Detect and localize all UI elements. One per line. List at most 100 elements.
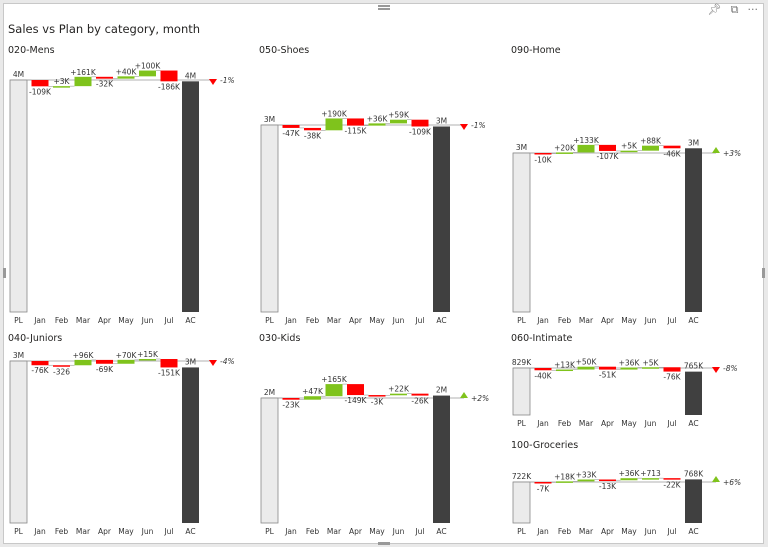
more-options-icon[interactable]: ··· (747, 3, 759, 16)
chart-title: 040-Juniors (8, 333, 62, 344)
plan-bar (260, 397, 279, 524)
delta-label: +713 (640, 469, 661, 478)
axis-tick-label: Jun (392, 527, 405, 536)
delta-label: -51K (599, 371, 617, 380)
resize-handle-left[interactable] (3, 268, 6, 278)
chart-title: 030-Kids (259, 333, 300, 344)
axis-tick-label: Jun (644, 316, 657, 325)
resize-handle-top[interactable] (378, 5, 390, 7)
axis-tick-label: May (621, 527, 637, 536)
delta-bar (599, 144, 616, 151)
visual-container[interactable] (3, 3, 764, 544)
delta-label: -13K (599, 482, 617, 491)
delta-label: -151K (158, 368, 181, 377)
actual-label: 3M (436, 116, 447, 125)
axis-tick-label: Jun (644, 419, 657, 428)
axis-tick-label: Feb (306, 316, 320, 325)
axis-tick-label: Jun (392, 316, 405, 325)
triangle-down-icon (712, 367, 720, 373)
delta-label: +36K (619, 469, 641, 478)
delta-bar (74, 359, 92, 366)
axis-tick-label: AC (185, 316, 195, 325)
plan-bar (9, 360, 28, 524)
triangle-up-icon (460, 392, 468, 398)
delta-bar (347, 118, 364, 126)
focus-mode-icon[interactable]: ⧉ (730, 3, 739, 16)
delta-bar (411, 119, 429, 127)
axis-tick-label: AC (185, 527, 195, 536)
axis-tick-label: Mar (327, 316, 342, 325)
delta-bar (390, 119, 407, 124)
actual-label: 4M (185, 71, 196, 80)
delta-label: -7K (537, 485, 550, 494)
actual-label: 3M (185, 357, 196, 366)
delta-bar (642, 478, 659, 480)
variance-label: -1% (471, 121, 486, 130)
actual-bar (433, 126, 450, 312)
axis-tick-label: Jan (536, 419, 549, 428)
delta-bar (599, 366, 616, 370)
delta-label: +20K (554, 143, 576, 152)
visual-title: Sales vs Plan by category, month (8, 22, 201, 36)
plan-bar (512, 152, 531, 313)
delta-label: -76K (663, 373, 681, 382)
pin-icon[interactable]: 📌︎ (707, 3, 722, 16)
delta-label: +100K (135, 62, 162, 71)
variance-label: -1% (220, 76, 235, 85)
axis-tick-label: PL (265, 527, 275, 536)
axis-tick-label: Feb (558, 419, 572, 428)
resize-handle-right[interactable] (762, 268, 765, 278)
delta-label: +5K (621, 142, 638, 151)
axis-tick-label: Jan (536, 527, 549, 536)
plan-bar (512, 481, 531, 524)
plan-label: 2M (264, 388, 275, 397)
delta-label: +22K (388, 385, 410, 394)
delta-bar (117, 359, 135, 364)
delta-label: +36K (367, 114, 389, 123)
axis-tick-label: Feb (55, 527, 69, 536)
actual-label: 765K (684, 362, 704, 371)
variance-label: +6% (723, 478, 741, 487)
delta-label: +13K (554, 361, 576, 370)
actual-bar (685, 371, 702, 415)
axis-tick-label: Feb (558, 316, 572, 325)
axis-tick-label: PL (14, 527, 24, 536)
axis-tick-label: AC (436, 527, 446, 536)
delta-label: +88K (640, 137, 662, 146)
triangle-down-icon (460, 124, 468, 130)
axis-tick-label: Mar (579, 316, 594, 325)
plan-label: 4M (13, 70, 24, 79)
delta-bar (347, 384, 364, 396)
delta-bar (31, 80, 49, 87)
axis-tick-label: Mar (76, 316, 91, 325)
delta-label: -186K (158, 82, 181, 91)
axis-tick-label: Jun (644, 527, 657, 536)
delta-bar (304, 127, 321, 131)
delta-label: +133K (573, 136, 600, 145)
axis-tick-label: Jul (414, 316, 424, 325)
delta-label: -69K (96, 365, 114, 374)
delta-bar (556, 481, 573, 483)
axis-tick-label: Jan (536, 316, 549, 325)
delta-label: +3K (54, 77, 71, 86)
delta-label: +70K (116, 351, 138, 360)
delta-label: +96K (73, 351, 95, 360)
axis-tick-label: May (118, 527, 134, 536)
delta-bar (325, 384, 343, 397)
axis-tick-label: PL (265, 316, 275, 325)
axis-tick-label: Mar (76, 527, 91, 536)
actual-bar (685, 148, 702, 312)
delta-label: -115K (345, 127, 368, 136)
resize-handle-bottom[interactable] (378, 542, 390, 545)
chart-title: 060-Intimate (511, 333, 573, 344)
axis-tick-label: Feb (55, 316, 69, 325)
axis-tick-label: Mar (579, 527, 594, 536)
delta-label: -40K (534, 371, 552, 380)
delta-bar (325, 118, 343, 131)
actual-label: 2M (436, 386, 447, 395)
delta-label: +36K (619, 359, 641, 368)
axis-tick-label: May (621, 419, 637, 428)
axis-tick-label: Mar (579, 419, 594, 428)
delta-bar (577, 479, 595, 482)
